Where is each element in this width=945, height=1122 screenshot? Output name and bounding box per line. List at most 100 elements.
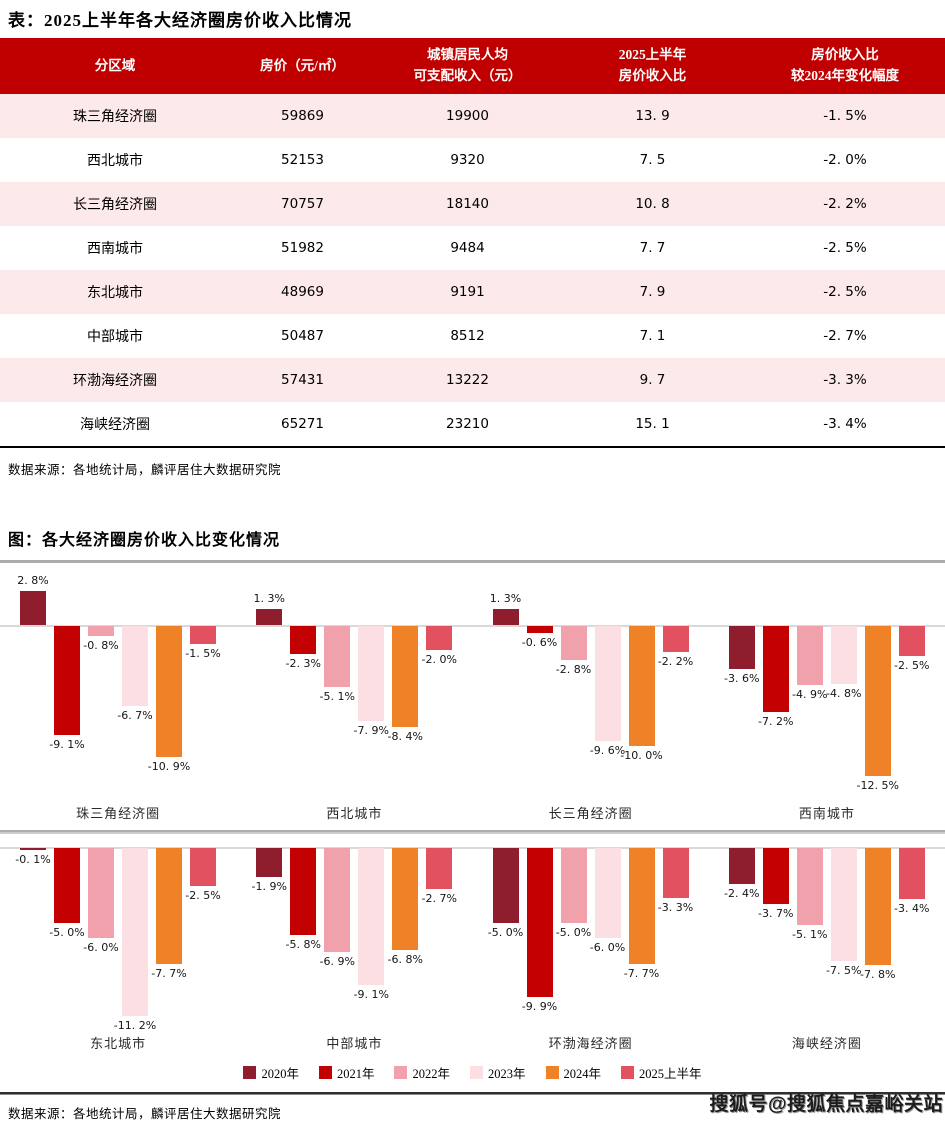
bar-2025上半年 [662, 848, 689, 898]
chart-title: 图：各大经济圈房价收入比变化情况 [0, 526, 945, 563]
header-income: 城镇居民人均 可支配收入（元） [413, 47, 522, 83]
bar-chart-row-top: 2. 8% -9. 1% -0. 8% -6. 7% -10. 9% -1. 5% 珠三角经… [0, 563, 945, 828]
watermark: 搜狐号@搜狐焦点嘉峪关站 [709, 1094, 943, 1115]
bar-value-label: -9. 6% [589, 744, 626, 758]
bar-value-label: -3. 7% [758, 906, 794, 920]
cell-region: 东北城市 [87, 286, 143, 301]
bar-2021年 [762, 848, 789, 904]
bar-2020年 [728, 848, 755, 884]
bar-value-label: -2. 3% [285, 656, 321, 670]
bar-2025上半年 [662, 626, 689, 653]
cell-income: 19900 [446, 108, 489, 124]
cell-price: 70757 [281, 196, 324, 212]
table-row: 海峡经济圈 65271 23210 15. 1 -3. 4% [0, 402, 945, 446]
bar-value-label: -10. 9% [147, 759, 191, 773]
legend-swatch [470, 1065, 483, 1079]
bar-value-label: -2. 5% [185, 888, 221, 902]
cell-income: 23210 [446, 416, 489, 432]
bar-value-label: 2. 8% [17, 574, 49, 588]
bar-2024年 [156, 626, 182, 757]
category-label: 东北城市 [90, 1036, 147, 1051]
table-row: 长三角经济圈 70757 18140 10. 8 -2. 2% [0, 182, 945, 226]
bar-value-label: -6. 8% [387, 953, 423, 966]
table-row: 东北城市 48969 9191 7. 9 -2. 5% [0, 270, 945, 314]
cell-ratio: 7. 5 [639, 152, 666, 168]
zero-axis-line [0, 625, 945, 627]
bar-value-label: -5. 1% [319, 690, 355, 704]
bar-2021年 [762, 626, 789, 713]
category-label: 西南城市 [798, 806, 855, 821]
bar-value-label: 1. 3% [253, 592, 285, 606]
bar-value-label: 1. 3% [489, 592, 522, 606]
header-region: 分区域 [94, 57, 136, 73]
cell-income: 9320 [450, 152, 485, 168]
cell-ratio: 10. 8 [635, 196, 670, 212]
bar-2020年 [20, 848, 46, 850]
table-source: 数据来源：各地统计局，麟评居住大数据研究院 [8, 463, 282, 477]
bar-value-label: -7. 7% [151, 966, 187, 980]
bar-2022年 [796, 848, 823, 925]
cell-region: 西南城市 [87, 242, 143, 257]
bar-value-label: -2. 7% [421, 891, 457, 905]
bar-2021年 [290, 848, 317, 935]
bar-2021年 [54, 848, 80, 923]
bar-value-label: -3. 6% [724, 672, 760, 686]
cell-income: 18140 [446, 196, 489, 212]
legend-item-2020年: 2020年 [243, 1063, 299, 1082]
cell-income: 13222 [446, 372, 489, 388]
bar-value-label: -0. 8% [83, 638, 119, 652]
chart-group-西北城市: 1. 3% -2. 3% -5. 1% -7. 9% -8. 4% -2. 0% 西北城市 [236, 563, 472, 828]
legend-label: 2025上半年 [639, 1066, 702, 1081]
table-row: 环渤海经济圈 57431 13222 9. 7 -3. 3% [0, 358, 945, 402]
bar-2025上半年 [898, 848, 925, 899]
bar-2025上半年 [190, 626, 216, 644]
cell-change: -3. 3% [823, 372, 867, 388]
bar-2025上半年 [190, 848, 216, 886]
legend-label: 2021年 [336, 1066, 375, 1081]
bar-value-label: -2. 8% [555, 662, 592, 676]
cell-region: 长三角经济圈 [73, 198, 157, 213]
cell-change: -2. 0% [823, 152, 867, 168]
bar-2024年 [628, 626, 655, 746]
cell-ratio: 7. 7 [639, 240, 666, 256]
bar-2023年 [594, 626, 621, 742]
bar-value-label: -10. 0% [620, 749, 663, 762]
bar-2020年 [256, 609, 283, 625]
table-row: 珠三角经济圈 59869 19900 13. 9 -1. 5% [0, 94, 945, 138]
legend-label: 2020年 [261, 1066, 299, 1081]
header-change: 房价收入比 较2024年变化幅度 [791, 47, 899, 83]
bar-2024年 [392, 626, 419, 727]
bar-2020年 [492, 609, 519, 625]
category-label: 环渤海经济圈 [548, 1036, 633, 1051]
bottom-divider [0, 1092, 945, 1095]
bar-value-label: -2. 0% [421, 653, 457, 666]
bar-2020年 [20, 591, 46, 625]
cell-region: 西北城市 [87, 154, 143, 169]
cell-change: -1. 5% [823, 108, 867, 124]
bar-2025上半年 [426, 626, 453, 650]
cell-ratio: 15. 1 [635, 416, 670, 432]
legend-swatch [545, 1065, 559, 1079]
legend-label: 2022年 [412, 1066, 450, 1081]
cell-change: -3. 4% [823, 416, 867, 432]
bar-2020年 [728, 626, 755, 670]
cell-income: 9191 [450, 284, 485, 300]
bar-value-label: -5. 8% [285, 938, 321, 951]
cell-region: 中部城市 [87, 330, 143, 345]
legend-swatch [243, 1065, 257, 1079]
bar-value-label: -5. 0% [49, 926, 85, 939]
category-label: 中部城市 [326, 1036, 383, 1051]
bar-2024年 [864, 848, 891, 965]
bar-value-label: -1. 9% [251, 879, 287, 893]
bar-value-label: -12. 5% [856, 779, 899, 792]
bar-value-label: -4. 9% [792, 687, 828, 701]
bar-value-label: -5. 0% [487, 926, 524, 939]
bar-value-label: -9. 1% [49, 738, 85, 752]
bar-value-label: -3. 3% [657, 900, 694, 914]
category-label: 长三角经济圈 [548, 806, 633, 821]
bar-2020年 [492, 848, 519, 923]
bar-value-label: -1. 5% [185, 647, 221, 660]
cell-change: -2. 5% [823, 240, 867, 256]
bar-value-label: -2. 2% [657, 655, 694, 669]
legend-item-2023年: 2023年 [470, 1063, 526, 1082]
